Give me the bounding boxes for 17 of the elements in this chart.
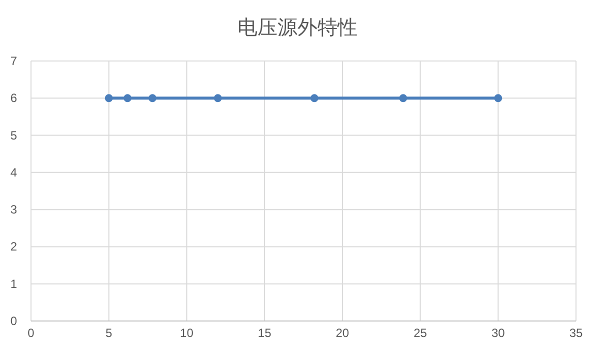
y-tick-label: 1 <box>10 276 18 291</box>
x-tick-label: 15 <box>258 326 272 340</box>
x-tick-label: 35 <box>569 326 583 340</box>
x-tick-label: 10 <box>180 326 194 340</box>
y-tick-label: 2 <box>10 240 18 254</box>
x-tick-label: 25 <box>414 326 428 340</box>
x-tick-label: 20 <box>336 326 350 340</box>
y-tick-label: 4 <box>10 165 18 180</box>
chart-title: 电压源外特性 <box>238 17 358 39</box>
y-tick-label: 7 <box>10 54 18 68</box>
y-tick-label: 6 <box>10 91 18 106</box>
y-tick-label: 3 <box>10 202 18 217</box>
x-tick-label: 30 <box>491 326 506 340</box>
x-tick-label: 5 <box>106 326 113 340</box>
x-tick-label: 0 <box>28 326 35 340</box>
y-tick-label: 5 <box>10 128 18 142</box>
y-tick-label: 0 <box>10 314 18 328</box>
